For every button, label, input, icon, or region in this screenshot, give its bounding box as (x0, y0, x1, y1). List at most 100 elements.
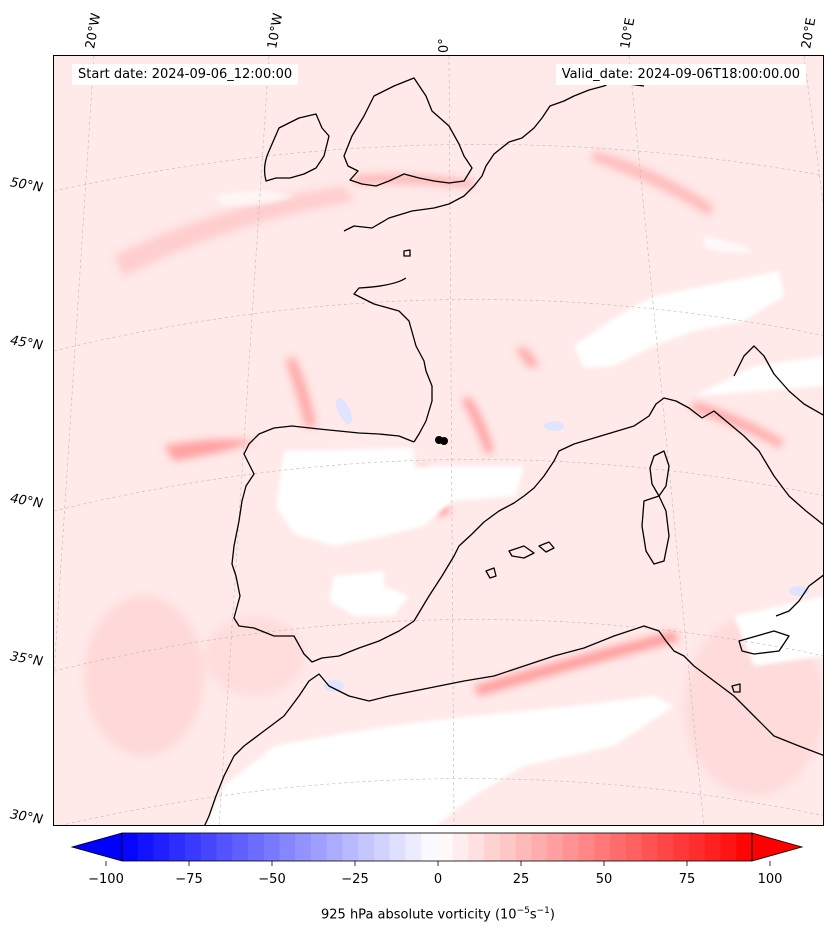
start-date-label: Start date: 2024-09-06_12:00:00 (72, 64, 299, 85)
low-vorticity-region (214, 191, 294, 206)
colorbar-cell (641, 833, 658, 861)
colorbar-label-text: 925 hPa absolute vorticity ( (321, 907, 501, 923)
colorbar-cell (389, 833, 406, 861)
colorbar-cell (232, 833, 249, 861)
low-vorticity-region (329, 571, 409, 616)
colorbar-cell (610, 833, 627, 861)
colorbar-tick-label: 100 (757, 872, 783, 887)
map-panel (53, 55, 824, 826)
vorticity-band (462, 396, 494, 454)
colorbar-cell (500, 833, 517, 861)
colorbar-low-extend (70, 832, 123, 862)
colorbar-cell (484, 833, 501, 861)
low-vorticity-region (276, 448, 524, 546)
lon-label-10e: 10°E (618, 16, 639, 51)
colorbar-cell (279, 833, 296, 861)
colorbar-label-close: ) (549, 907, 555, 923)
colorbar-cell (216, 833, 233, 861)
low-vorticity-region (694, 356, 823, 396)
negative-vorticity-patch (324, 680, 344, 692)
colorbar-high-extend (751, 832, 804, 862)
colorbar-cell (704, 833, 721, 861)
colorbar-tick-label: 75 (678, 872, 696, 887)
lon-label-0: 0° (437, 38, 452, 53)
colorbar-cell (311, 833, 328, 861)
lat-label-30n: 30°N (8, 807, 44, 828)
low-vorticity-region (204, 696, 674, 825)
colorbar-tick-label: −25 (341, 872, 369, 887)
marker-dots (435, 436, 448, 445)
colorbar-cell (720, 833, 737, 861)
vorticity-band (474, 631, 679, 696)
colorbar-cell (531, 833, 548, 861)
colorbar-tick-label: 50 (595, 872, 613, 887)
colorbar-cell (374, 833, 391, 861)
colorbar-cell (295, 833, 312, 861)
colorbar-tick-label: 25 (512, 872, 530, 887)
lon-label-20w: 20°W (83, 12, 105, 51)
low-vorticity-region (254, 756, 304, 816)
colorbar-label: 925 hPa absolute vorticity (10−5s−1) (0, 906, 832, 922)
colorbar (70, 832, 804, 866)
low-vorticity-region (734, 596, 823, 666)
colorbar-cell (326, 833, 343, 861)
colorbar-cell (263, 833, 280, 861)
colorbar-cell (122, 833, 139, 861)
colorbar-cell (578, 833, 595, 861)
marker-dot (440, 437, 448, 445)
colorbar-unit-base: 10 (500, 907, 517, 923)
colorbar-cell (137, 833, 154, 861)
vorticity-band (286, 356, 316, 428)
colorbar-cell (563, 833, 580, 861)
colorbar-cell (547, 833, 564, 861)
colorbar-unit-exp2: −1 (536, 906, 550, 916)
lat-label-35n: 35°N (8, 649, 44, 670)
colorbar-cell (185, 833, 202, 861)
colorbar-cells (122, 833, 753, 861)
colorbar-cell (657, 833, 674, 861)
colorbar-cell (673, 833, 690, 861)
colorbar-tick-label: −100 (88, 872, 124, 887)
colorbar-cell (169, 833, 186, 861)
low-vorticity-region (574, 271, 784, 368)
colorbar-cell (342, 833, 359, 861)
valid-date-label: Valid_date: 2024-09-06T18:00:00.00 (555, 64, 806, 85)
colorbar-cell (594, 833, 611, 861)
lat-label-40n: 40°N (8, 491, 44, 512)
colorbar-cell (437, 833, 454, 861)
map-gridlines (54, 56, 823, 825)
colorbar-tick-label: −75 (175, 872, 203, 887)
colorbar-cell (421, 833, 438, 861)
vorticity-band (692, 401, 784, 448)
colorbar-cell (358, 833, 375, 861)
colorbar-cell (200, 833, 217, 861)
colorbar-cell (468, 833, 485, 861)
vorticity-map (54, 56, 823, 825)
negative-vorticity-patch (335, 398, 353, 424)
coastline (204, 77, 823, 825)
colorbar-cell (248, 833, 265, 861)
vorticity-band (354, 174, 474, 188)
vorticity-band (164, 439, 254, 461)
colorbar-cell (736, 833, 753, 861)
colorbar-unit-s: s (529, 907, 537, 923)
vorticity-band (592, 151, 714, 216)
lat-label-45n: 45°N (8, 333, 44, 354)
colorbar-cell (405, 833, 422, 861)
colorbar-cell (515, 833, 532, 861)
vorticity-band (114, 186, 354, 276)
colorbar-cell (689, 833, 706, 861)
colorbar-tick-label: −50 (258, 872, 286, 887)
low-vorticity-region (704, 236, 754, 253)
colorbar-cell (626, 833, 643, 861)
colorbar-frame (121, 832, 753, 862)
lat-label-50n: 50°N (8, 175, 44, 196)
vorticity-band (516, 346, 539, 368)
negative-vorticity-patch (544, 421, 564, 431)
lon-label-20e: 20°E (799, 16, 820, 51)
lon-label-10w: 10°W (265, 12, 287, 51)
colorbar-cell (153, 833, 170, 861)
colorbar-tick-label: 0 (433, 872, 443, 887)
colorbar-cell (452, 833, 469, 861)
colorbar-ticks (105, 861, 771, 866)
